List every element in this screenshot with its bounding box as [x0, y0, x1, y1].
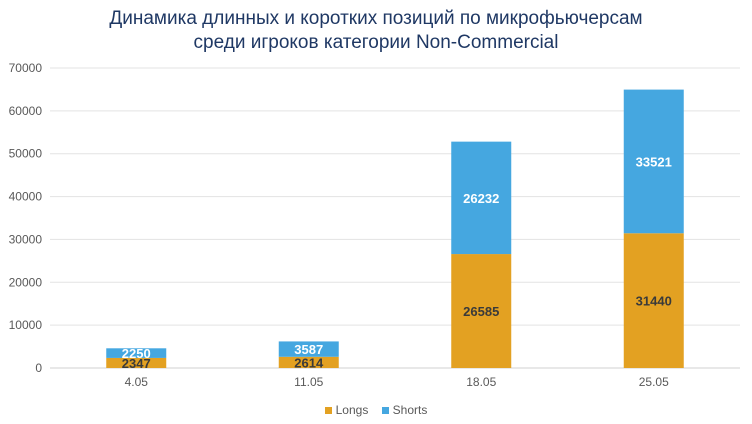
bar-shorts-25.05 — [623, 89, 684, 234]
data-label-longs-18.05: 26585 — [463, 304, 499, 319]
legend-swatch-longs — [324, 407, 332, 414]
bar-shorts-11.05 — [278, 341, 339, 357]
chart-title-line-1: Динамика длинных и коротких позиций по м… — [109, 8, 643, 29]
y-tick-label: 70000 — [9, 61, 43, 75]
data-label-shorts-18.05: 26232 — [463, 191, 499, 206]
bar-longs-25.05 — [623, 233, 684, 368]
y-tick-label: 50000 — [9, 147, 43, 161]
bar-shorts-18.05 — [451, 141, 512, 255]
data-label-shorts-11.05: 3587 — [294, 342, 323, 357]
bar-longs-18.05 — [451, 254, 512, 368]
y-tick-label: 20000 — [9, 275, 43, 289]
data-label-longs-25.05: 31440 — [636, 294, 672, 309]
x-tick-label: 11.05 — [294, 375, 323, 389]
legend: Longs Shorts — [0, 403, 752, 417]
legend-swatch-shorts — [381, 407, 389, 414]
bar-longs-11.05 — [278, 356, 339, 368]
y-tick-label: 10000 — [9, 318, 43, 332]
legend-item-shorts: Shorts — [381, 403, 428, 417]
y-tick-label: 30000 — [9, 232, 43, 246]
bar-longs-4.05 — [106, 357, 167, 368]
data-label-shorts-25.05: 33521 — [636, 154, 672, 169]
x-tick-label: 18.05 — [466, 375, 496, 389]
legend-item-longs: Longs — [324, 403, 369, 417]
legend-label-shorts: Shorts — [392, 403, 428, 417]
legend-label-longs: Longs — [335, 403, 369, 417]
data-label-shorts-4.05: 2250 — [122, 346, 151, 361]
x-tick-label: 25.05 — [639, 375, 669, 389]
data-label-longs-4.05: 2347 — [122, 356, 151, 371]
y-tick-label: 40000 — [9, 190, 43, 204]
chart-title-line-2: среди игроков категории Non-Commercial — [193, 32, 559, 53]
y-tick-label: 0 — [35, 361, 42, 375]
y-tick-label: 60000 — [9, 104, 43, 118]
x-tick-label: 4.05 — [125, 375, 149, 389]
data-label-longs-11.05: 2614 — [294, 355, 324, 370]
bar-shorts-4.05 — [106, 348, 167, 358]
